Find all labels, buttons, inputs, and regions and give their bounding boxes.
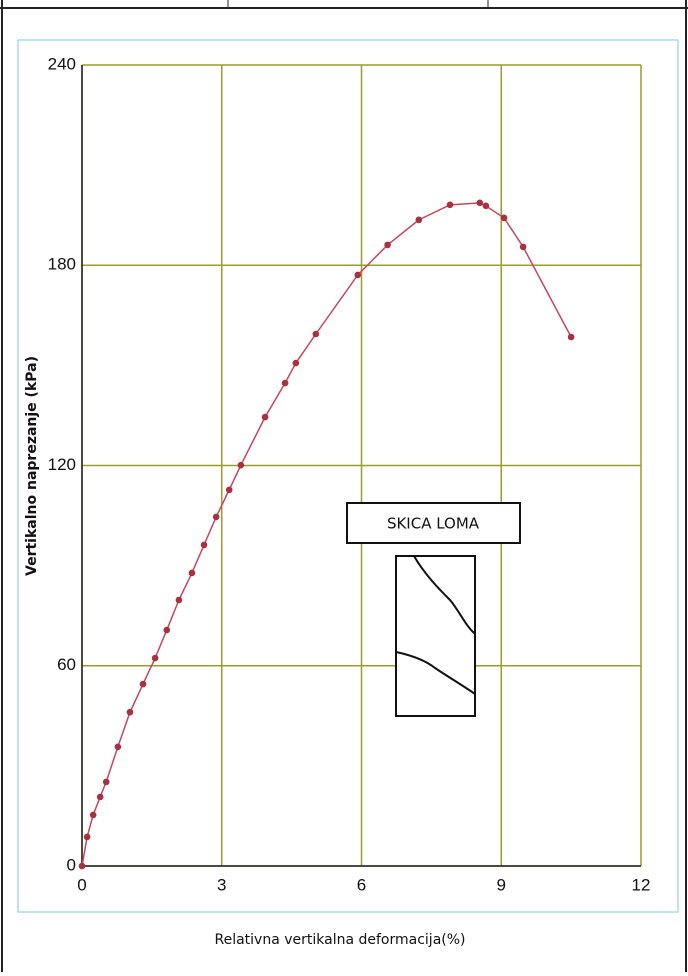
- y-axis-label: Vertikalno naprezanje (kPa): [24, 356, 40, 576]
- data-point: [139, 680, 147, 688]
- x-tick-label: 0: [77, 875, 86, 894]
- y-tick-label: 120: [48, 455, 76, 474]
- data-point: [312, 330, 320, 338]
- data-point: [151, 654, 159, 662]
- y-tick-label: 240: [48, 54, 76, 73]
- data-point: [175, 596, 183, 604]
- data-point: [83, 833, 91, 841]
- x-axis-label: Relativna vertikalna deformacija(%): [214, 932, 465, 948]
- y-tick-label: 60: [57, 655, 76, 674]
- data-point: [163, 626, 171, 634]
- data-point: [126, 708, 134, 716]
- data-point: [567, 333, 575, 341]
- data-point: [237, 461, 245, 469]
- data-point: [261, 413, 269, 421]
- y-tick-label: 0: [67, 855, 76, 874]
- data-point: [102, 778, 110, 786]
- data-point: [200, 541, 208, 549]
- plot-area: 0 60 120 180 240 0 3 6 9 12: [48, 54, 651, 894]
- data-point: [519, 243, 527, 251]
- data-point: [78, 862, 86, 870]
- x-tick-label: 9: [497, 875, 506, 894]
- failure-sketch: SKICA LOMA: [346, 502, 521, 717]
- data-point: [292, 359, 300, 367]
- x-tick-label: 12: [632, 875, 651, 894]
- data-point: [188, 569, 196, 577]
- data-point: [482, 202, 490, 210]
- x-tick-label: 3: [217, 875, 226, 894]
- data-point: [225, 486, 233, 494]
- data-point: [476, 199, 484, 207]
- x-tick-label: 6: [357, 875, 366, 894]
- data-point: [384, 241, 391, 249]
- data-point: [446, 201, 454, 209]
- data-point: [96, 793, 104, 801]
- data-point: [500, 214, 508, 222]
- data-point: [114, 743, 122, 751]
- data-point: [89, 811, 97, 819]
- annotation: SKICA LOMA: [387, 515, 480, 533]
- data-point: [212, 513, 220, 521]
- data-point: [354, 271, 362, 279]
- y-tick-label: 180: [48, 255, 76, 274]
- data-point: [415, 216, 423, 224]
- data-point: [281, 379, 289, 387]
